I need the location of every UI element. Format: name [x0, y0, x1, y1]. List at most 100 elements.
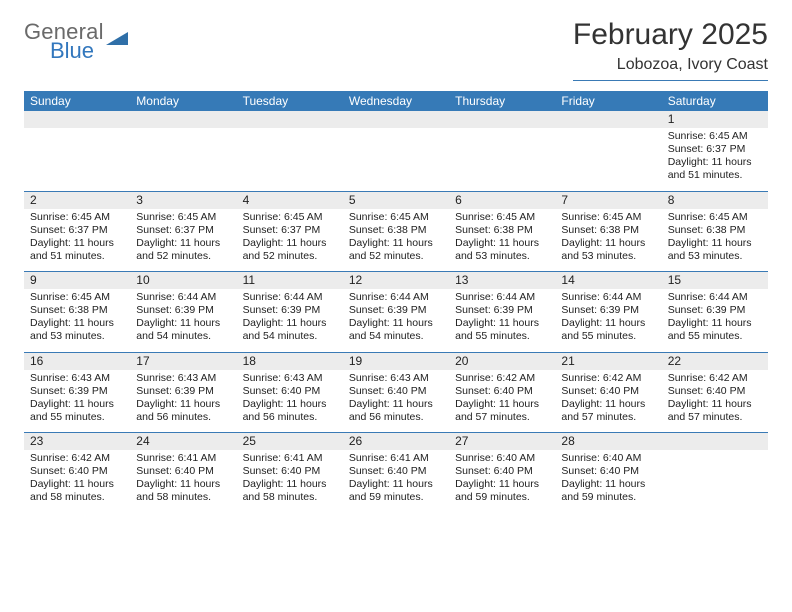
day-number: 17: [130, 353, 236, 370]
month-title: February 2025: [573, 18, 768, 52]
day-number: 4: [237, 192, 343, 209]
day-cell: 14Sunrise: 6:44 AMSunset: 6:39 PMDayligh…: [555, 271, 661, 352]
daylight-text: Daylight: 11 hours and 51 minutes.: [30, 237, 124, 263]
sunrise-text: Sunrise: 6:44 AM: [455, 291, 549, 304]
sunset-text: Sunset: 6:40 PM: [349, 385, 443, 398]
sunrise-text: Sunrise: 6:43 AM: [136, 372, 230, 385]
header-rule: [573, 80, 768, 81]
daylight-text: Daylight: 11 hours and 55 minutes.: [561, 317, 655, 343]
day-number: .: [662, 433, 768, 450]
sunset-text: Sunset: 6:40 PM: [30, 465, 124, 478]
sunrise-text: Sunrise: 6:44 AM: [561, 291, 655, 304]
week-row: 2Sunrise: 6:45 AMSunset: 6:37 PMDaylight…: [24, 191, 768, 272]
dow-thursday: Thursday: [449, 91, 555, 111]
daylight-text: Daylight: 11 hours and 52 minutes.: [136, 237, 230, 263]
day-number: .: [449, 111, 555, 128]
day-number: 16: [24, 353, 130, 370]
day-cell: .: [24, 111, 130, 191]
sunrise-text: Sunrise: 6:42 AM: [455, 372, 549, 385]
day-number: 25: [237, 433, 343, 450]
day-cell: 16Sunrise: 6:43 AMSunset: 6:39 PMDayligh…: [24, 352, 130, 433]
sunrise-text: Sunrise: 6:45 AM: [30, 291, 124, 304]
day-cell: 20Sunrise: 6:42 AMSunset: 6:40 PMDayligh…: [449, 352, 555, 433]
sunset-text: Sunset: 6:39 PM: [561, 304, 655, 317]
day-cell: .: [343, 111, 449, 191]
sunset-text: Sunset: 6:39 PM: [455, 304, 549, 317]
brand-logo: General Blue: [24, 20, 128, 62]
sunset-text: Sunset: 6:40 PM: [455, 465, 549, 478]
day-cell: 8Sunrise: 6:45 AMSunset: 6:38 PMDaylight…: [662, 191, 768, 272]
day-number: .: [24, 111, 130, 128]
dow-tuesday: Tuesday: [237, 91, 343, 111]
day-cell: 22Sunrise: 6:42 AMSunset: 6:40 PMDayligh…: [662, 352, 768, 433]
day-cell: 23Sunrise: 6:42 AMSunset: 6:40 PMDayligh…: [24, 432, 130, 513]
day-cell: 4Sunrise: 6:45 AMSunset: 6:37 PMDaylight…: [237, 191, 343, 272]
daylight-text: Daylight: 11 hours and 51 minutes.: [668, 156, 762, 182]
location-subtitle: Lobozoa, Ivory Coast: [573, 56, 768, 74]
day-number: 9: [24, 272, 130, 289]
day-cell: 18Sunrise: 6:43 AMSunset: 6:40 PMDayligh…: [237, 352, 343, 433]
daylight-text: Daylight: 11 hours and 56 minutes.: [349, 398, 443, 424]
dow-wednesday: Wednesday: [343, 91, 449, 111]
sunset-text: Sunset: 6:40 PM: [136, 465, 230, 478]
sunrise-text: Sunrise: 6:42 AM: [561, 372, 655, 385]
weeks-container: ......1Sunrise: 6:45 AMSunset: 6:37 PMDa…: [24, 111, 768, 513]
week-row: 16Sunrise: 6:43 AMSunset: 6:39 PMDayligh…: [24, 352, 768, 433]
daylight-text: Daylight: 11 hours and 55 minutes.: [30, 398, 124, 424]
sunrise-text: Sunrise: 6:45 AM: [561, 211, 655, 224]
sunrise-text: Sunrise: 6:44 AM: [136, 291, 230, 304]
day-number: 28: [555, 433, 661, 450]
sunset-text: Sunset: 6:40 PM: [561, 385, 655, 398]
daylight-text: Daylight: 11 hours and 58 minutes.: [243, 478, 337, 504]
day-cell: .: [662, 432, 768, 513]
dow-saturday: Saturday: [662, 91, 768, 111]
day-cell: 9Sunrise: 6:45 AMSunset: 6:38 PMDaylight…: [24, 271, 130, 352]
day-cell: 7Sunrise: 6:45 AMSunset: 6:38 PMDaylight…: [555, 191, 661, 272]
day-cell: .: [130, 111, 236, 191]
sunrise-text: Sunrise: 6:41 AM: [136, 452, 230, 465]
daylight-text: Daylight: 11 hours and 56 minutes.: [136, 398, 230, 424]
daylight-text: Daylight: 11 hours and 55 minutes.: [668, 317, 762, 343]
daylight-text: Daylight: 11 hours and 52 minutes.: [349, 237, 443, 263]
daylight-text: Daylight: 11 hours and 59 minutes.: [561, 478, 655, 504]
sunset-text: Sunset: 6:39 PM: [30, 385, 124, 398]
day-number: 3: [130, 192, 236, 209]
day-number: 2: [24, 192, 130, 209]
daylight-text: Daylight: 11 hours and 57 minutes.: [561, 398, 655, 424]
day-cell: 24Sunrise: 6:41 AMSunset: 6:40 PMDayligh…: [130, 432, 236, 513]
day-number: 21: [555, 353, 661, 370]
sunset-text: Sunset: 6:40 PM: [243, 465, 337, 478]
sunset-text: Sunset: 6:37 PM: [243, 224, 337, 237]
sunrise-text: Sunrise: 6:44 AM: [349, 291, 443, 304]
sunset-text: Sunset: 6:38 PM: [668, 224, 762, 237]
dow-monday: Monday: [130, 91, 236, 111]
daylight-text: Daylight: 11 hours and 53 minutes.: [30, 317, 124, 343]
brand-logo-text: General Blue: [24, 20, 104, 62]
daylight-text: Daylight: 11 hours and 53 minutes.: [455, 237, 549, 263]
sunset-text: Sunset: 6:37 PM: [136, 224, 230, 237]
week-row: ......1Sunrise: 6:45 AMSunset: 6:37 PMDa…: [24, 111, 768, 191]
sunrise-text: Sunrise: 6:44 AM: [243, 291, 337, 304]
sunset-text: Sunset: 6:40 PM: [455, 385, 549, 398]
day-cell: 27Sunrise: 6:40 AMSunset: 6:40 PMDayligh…: [449, 432, 555, 513]
day-number: 23: [24, 433, 130, 450]
daylight-text: Daylight: 11 hours and 57 minutes.: [668, 398, 762, 424]
brand-word-blue: Blue: [50, 39, 104, 62]
brand-mark-icon: [106, 29, 128, 56]
daylight-text: Daylight: 11 hours and 55 minutes.: [455, 317, 549, 343]
day-number: 11: [237, 272, 343, 289]
day-number: 18: [237, 353, 343, 370]
sunrise-text: Sunrise: 6:45 AM: [136, 211, 230, 224]
day-number: .: [555, 111, 661, 128]
sunrise-text: Sunrise: 6:45 AM: [30, 211, 124, 224]
daylight-text: Daylight: 11 hours and 58 minutes.: [30, 478, 124, 504]
sunrise-text: Sunrise: 6:44 AM: [668, 291, 762, 304]
day-cell: 19Sunrise: 6:43 AMSunset: 6:40 PMDayligh…: [343, 352, 449, 433]
day-number: 12: [343, 272, 449, 289]
day-number: 19: [343, 353, 449, 370]
daylight-text: Daylight: 11 hours and 54 minutes.: [243, 317, 337, 343]
day-number: 6: [449, 192, 555, 209]
sunrise-text: Sunrise: 6:42 AM: [668, 372, 762, 385]
sunset-text: Sunset: 6:40 PM: [243, 385, 337, 398]
sunset-text: Sunset: 6:39 PM: [349, 304, 443, 317]
